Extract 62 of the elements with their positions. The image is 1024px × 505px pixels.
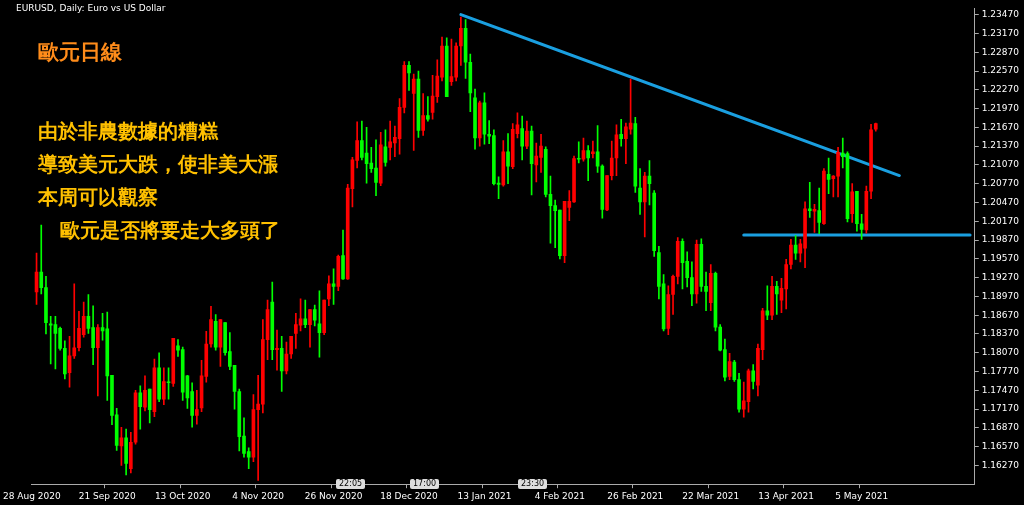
y-tick-label: 1.16270 [981, 459, 1020, 470]
annotation: 17:00 [410, 479, 440, 489]
candlestick [48, 316, 53, 365]
y-tick-label: 1.20470 [981, 196, 1020, 207]
x-tick-label: 26 Feb 2021 [607, 490, 664, 501]
candlestick [576, 141, 581, 164]
candlestick [411, 73, 416, 151]
y-tick-label: 1.23470 [981, 9, 1020, 19]
candlestick [303, 299, 308, 329]
annotation: 歐元是否將要走大多頭了 [60, 217, 280, 244]
y-tick-label: 1.22270 [981, 84, 1020, 95]
y-tick-label: 1.22570 [981, 65, 1020, 76]
y-tick-label: 1.18070 [981, 347, 1020, 358]
y-tick-label: 1.22870 [981, 46, 1020, 57]
y-tick-label: 1.17470 [981, 384, 1020, 395]
candlestick [72, 283, 77, 359]
y-tick-label: 1.21970 [981, 102, 1020, 113]
x-tick-label: 4 Feb 2021 [534, 490, 586, 501]
candlestick [807, 182, 812, 218]
y-tick-label: 1.17770 [981, 365, 1020, 376]
x-tick-label: 26 Nov 2020 [304, 490, 363, 501]
x-tick-label: 13 Jan 2021 [457, 490, 512, 501]
y-tick-label: 1.21670 [981, 121, 1020, 132]
y-tick-label: 1.19870 [981, 234, 1020, 245]
x-tick-label: 13 Oct 2020 [154, 490, 211, 501]
candlestick [426, 96, 430, 122]
y-tick-label: 1.20770 [981, 178, 1020, 189]
annotation: 由於非農數據的糟糕 [38, 118, 218, 145]
annotation: 23:30 [518, 479, 548, 489]
y-tick-label: 1.21370 [981, 140, 1020, 151]
y-tick-label: 1.19570 [981, 253, 1020, 264]
y-tick-label: 1.16570 [981, 440, 1020, 451]
x-tick-label: 5 May 2021 [835, 490, 889, 501]
y-tick-label: 1.18670 [981, 309, 1020, 320]
y-tick-label: 1.16870 [981, 422, 1020, 433]
y-tick-label: 1.23170 [981, 27, 1020, 38]
candlestick [534, 142, 539, 183]
x-tick-label: 28 Aug 2020 [3, 490, 61, 501]
candlestick [195, 389, 199, 425]
x-tick-label: 13 Apr 2021 [758, 490, 815, 501]
annotation: 本周可以觀察 [38, 184, 158, 211]
candlestick [407, 61, 411, 91]
candlestick [774, 281, 779, 315]
y-tick-label: 1.20170 [981, 215, 1020, 226]
y-tick-label: 1.19270 [981, 271, 1020, 282]
y-tick-label: 1.18370 [981, 328, 1020, 339]
y-tick-label: 1.17170 [981, 403, 1020, 414]
annotation: 22:05 [336, 479, 366, 489]
x-tick-label: 18 Dec 2020 [380, 490, 439, 501]
candlestick [619, 118, 623, 147]
candlestick [275, 329, 279, 371]
x-tick-label: 22 Mar 2021 [682, 490, 740, 501]
x-tick-label: 4 Nov 2020 [232, 490, 285, 501]
candlestick [591, 140, 595, 159]
annotation: 歐元日線 [38, 39, 122, 66]
y-tick-label: 1.21070 [981, 159, 1020, 170]
candlestick [586, 145, 590, 181]
annotation: 導致美元大跌，使非美大漲 [38, 151, 278, 178]
x-tick-label: 21 Sep 2020 [78, 490, 137, 501]
candlestick [256, 374, 260, 481]
y-tick-label: 1.18970 [981, 290, 1020, 301]
chart-title: EURUSD, Daily: Euro vs US Dollar [16, 3, 166, 13]
